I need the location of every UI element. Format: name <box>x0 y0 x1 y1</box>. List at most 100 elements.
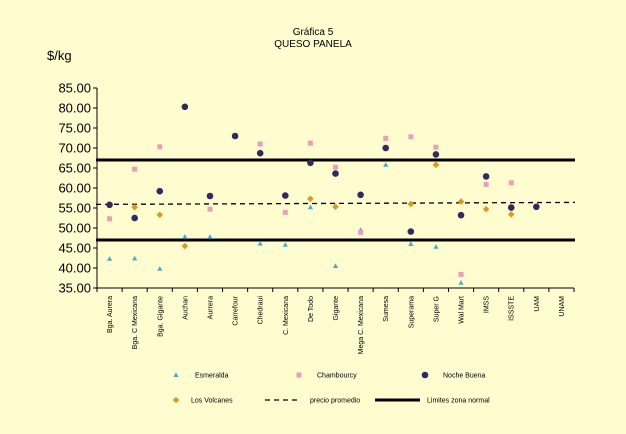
x-tick-label: Aurrera <box>207 296 214 319</box>
x-tick-label: Chedraui <box>258 296 265 325</box>
data-point-los-volcanes <box>507 211 515 218</box>
data-point-esmeralda <box>332 263 339 268</box>
y-tick-label: 45.00 <box>58 241 91 256</box>
y-tick-label: 70.00 <box>58 141 91 156</box>
data-point-los-volcanes <box>407 200 415 208</box>
data-point-noche-buena <box>181 103 189 111</box>
data-point-chambourcy <box>157 144 163 150</box>
data-point-noche-buena <box>281 192 289 199</box>
legend-label-chambourcy: Chambourcy <box>317 373 357 380</box>
y-tick-label: 65.00 <box>58 161 91 176</box>
data-point-chambourcy <box>307 140 313 146</box>
x-tick-label: Super G <box>433 296 440 322</box>
data-point-esmeralda <box>458 280 464 285</box>
y-tick-label: 50.00 <box>58 221 91 236</box>
x-tick-label: Bga. C Mexicana <box>132 296 139 349</box>
y-tick-label: 80.00 <box>58 101 91 116</box>
data-point-chambourcy <box>433 144 439 150</box>
data-point-esmeralda <box>132 255 138 261</box>
data-point-noche-buena <box>106 201 113 209</box>
data-point-chambourcy <box>107 216 113 222</box>
x-tick-label: Wal Mart <box>459 296 466 324</box>
x-tick-label: Mega C. Mexicana <box>358 296 365 354</box>
data-point-los-volcanes <box>432 161 440 169</box>
x-tick-label: Auchan <box>182 296 189 320</box>
data-point-esmeralda <box>282 242 288 247</box>
data-point-noche-buena <box>357 191 364 199</box>
data-point-los-volcanes <box>482 205 490 213</box>
y-axis-label: $/kg <box>47 48 72 63</box>
chart-subtitle: QUESO PANELA <box>274 39 352 50</box>
data-point-los-volcanes <box>131 203 138 211</box>
data-point-noche-buena <box>332 170 339 177</box>
x-tick-label: De Todo <box>308 296 315 322</box>
data-point-esmeralda <box>383 162 389 167</box>
x-tick-label: Superama <box>408 296 415 328</box>
data-point-noche-buena <box>307 159 314 167</box>
legend-label-los-volcanes: Los Volcanes <box>191 398 233 405</box>
legend-label-limites-zona-normal: Limites zona normal <box>427 398 490 405</box>
data-point-los-volcanes <box>307 195 314 203</box>
legend-marker-noche-buena <box>421 371 429 379</box>
data-point-esmeralda <box>182 234 188 239</box>
data-point-noche-buena <box>482 173 490 180</box>
legend-label-esmeralda: Esmeralda <box>195 373 229 380</box>
legend-marker-esmeralda <box>173 372 179 377</box>
data-point-chambourcy <box>383 135 389 141</box>
data-point-los-volcanes <box>181 242 189 250</box>
data-point-noche-buena <box>432 151 440 158</box>
x-tick-label: Carrefour <box>233 295 240 325</box>
data-point-chambourcy <box>358 229 364 235</box>
data-point-esmeralda <box>207 234 213 239</box>
data-point-esmeralda <box>157 266 163 271</box>
x-tick-label: IMSS <box>484 296 491 313</box>
data-point-chambourcy <box>132 166 138 172</box>
data-point-noche-buena <box>382 144 390 152</box>
x-tick-label: Sumesa <box>383 296 390 322</box>
data-point-noche-buena <box>131 214 138 222</box>
y-tick-label: 75.00 <box>58 121 91 136</box>
data-point-chambourcy <box>458 271 464 277</box>
data-point-chambourcy <box>408 134 414 140</box>
data-point-noche-buena <box>206 192 214 200</box>
x-tick-label: ISSSTE <box>509 296 516 321</box>
legend-marker-los-volcanes <box>172 396 180 404</box>
data-point-esmeralda <box>433 244 439 249</box>
data-point-esmeralda <box>106 256 113 261</box>
average-price-line <box>95 201 576 206</box>
x-tick-label: UAM <box>534 296 541 312</box>
data-point-esmeralda <box>257 240 263 246</box>
x-tick-label: Bga. Gigante <box>157 296 164 337</box>
legend-label-precio-promedio: precio promedio <box>310 398 360 405</box>
data-point-esmeralda <box>408 241 414 246</box>
data-point-chambourcy <box>207 206 213 212</box>
x-tick-label: Bga. Aurera <box>107 296 114 333</box>
x-tick-label: Gigante <box>333 296 340 321</box>
chart-title: Gráfica 5 <box>293 27 334 38</box>
legend-label-noche-buena: Noche Buena <box>443 373 486 380</box>
y-tick-label: 55.00 <box>58 201 91 216</box>
y-tick-label: 85.00 <box>58 81 91 96</box>
y-tick-label: 60.00 <box>58 181 91 196</box>
x-tick-label: UNAM <box>559 296 566 317</box>
data-point-chambourcy <box>508 180 514 186</box>
data-point-chambourcy <box>257 141 263 147</box>
data-point-noche-buena <box>407 228 415 235</box>
data-point-noche-buena <box>533 203 540 211</box>
data-point-noche-buena <box>457 211 465 219</box>
data-point-noche-buena <box>256 149 264 157</box>
data-point-chambourcy <box>333 164 338 170</box>
data-point-los-volcanes <box>332 203 339 211</box>
y-tick-label: 35.00 <box>58 281 91 296</box>
data-point-chambourcy <box>483 181 489 187</box>
data-point-noche-buena <box>507 204 515 211</box>
data-point-chambourcy <box>282 209 288 215</box>
data-point-noche-buena <box>231 132 239 140</box>
legend-marker-chambourcy <box>296 372 302 378</box>
data-point-esmeralda <box>307 204 313 210</box>
data-point-noche-buena <box>156 187 164 195</box>
data-point-los-volcanes <box>457 198 465 205</box>
data-point-los-volcanes <box>156 211 164 219</box>
